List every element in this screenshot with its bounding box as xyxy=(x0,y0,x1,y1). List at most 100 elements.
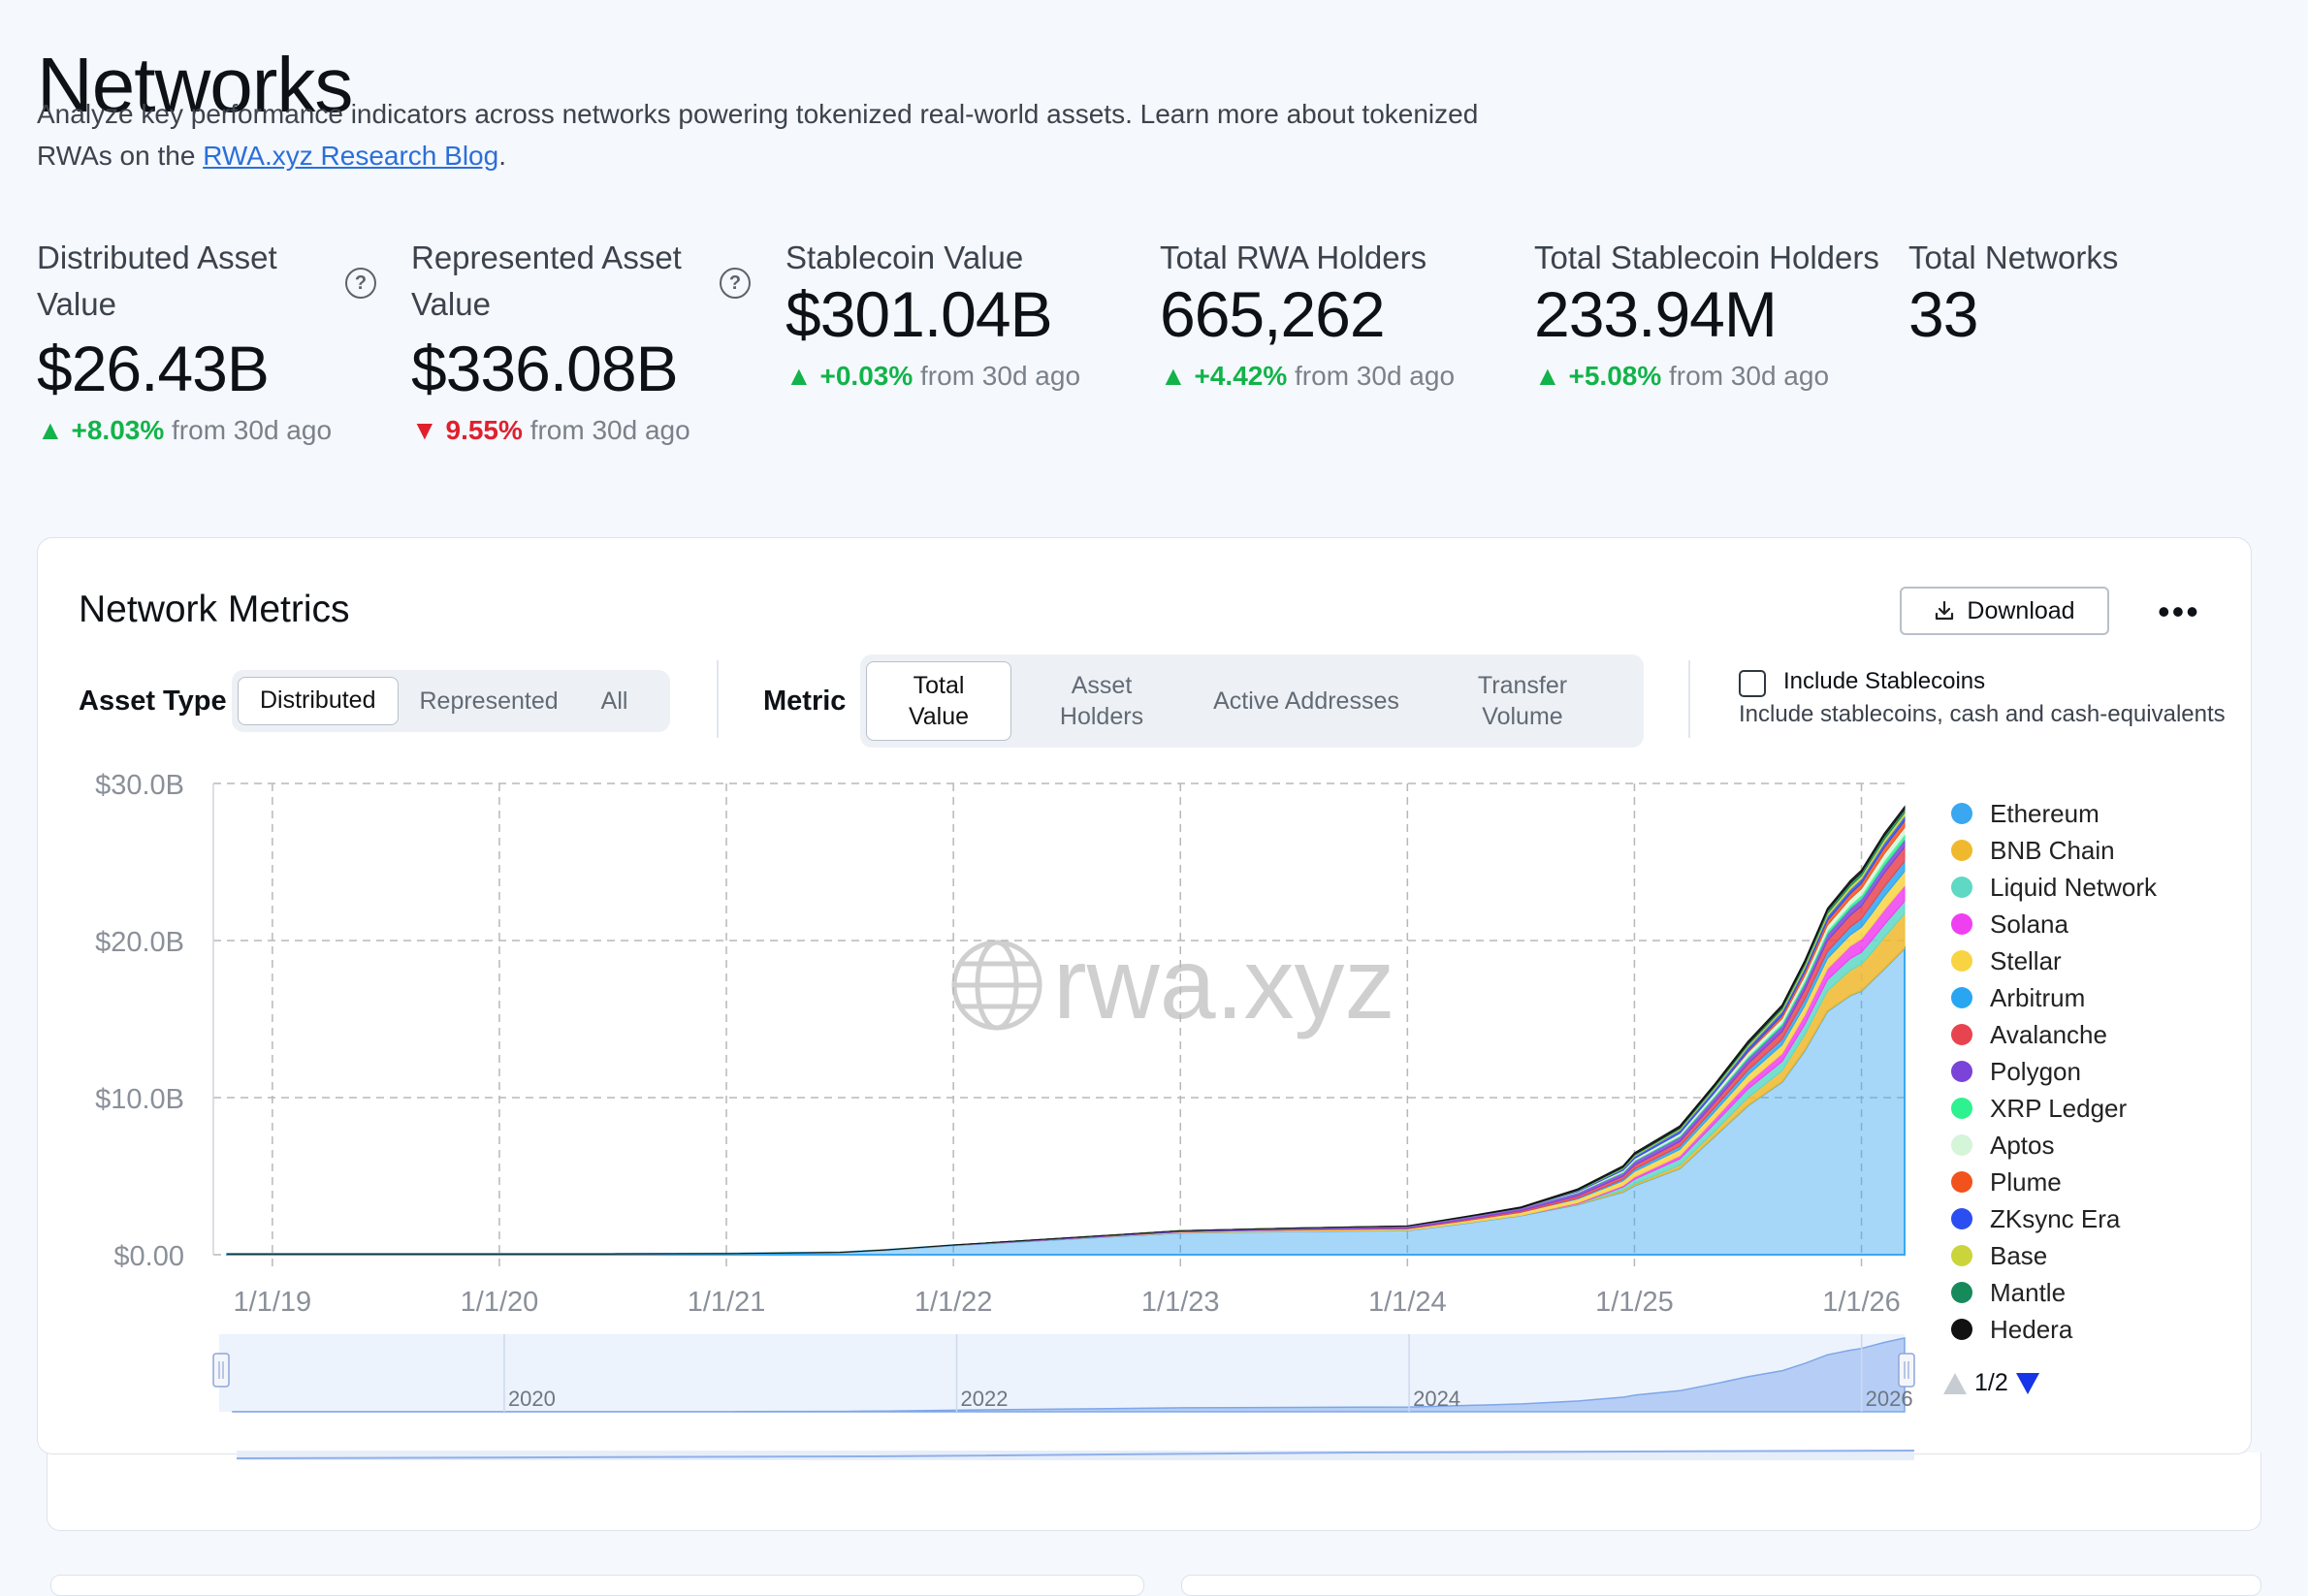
legend-label: Stellar xyxy=(1990,945,2062,975)
legend-label: Plume xyxy=(1990,1166,2062,1197)
change-suffix: from 30d ago xyxy=(1669,361,1830,391)
asset-type-distributed[interactable]: Distributed xyxy=(238,677,399,725)
stat-value: $336.08B xyxy=(411,333,679,404)
metric-active-addresses[interactable]: Active Addresses xyxy=(1213,687,1399,715)
legend-item[interactable]: ZKsync Era xyxy=(1951,1200,2157,1237)
x-tick-label: 1/1/26 xyxy=(1822,1287,1901,1318)
metric-asset-holders[interactable]: Asset Holders xyxy=(1059,672,1144,730)
globe-icon xyxy=(951,940,1042,1031)
x-tick-label: 1/1/22 xyxy=(914,1287,993,1318)
legend-item[interactable]: Solana xyxy=(1951,906,2157,942)
up-arrow-icon: ▲ xyxy=(1160,361,1195,391)
legend-item[interactable]: Avalanche xyxy=(1951,1016,2157,1053)
x-tick-label: 1/1/21 xyxy=(688,1287,766,1318)
stat-label: Total Networks xyxy=(1908,239,2119,275)
change-value: +5.08% xyxy=(1568,361,1662,391)
watermark: rwa.xyz xyxy=(951,928,1394,1040)
stat-change: ▲ +8.03% from 30d ago xyxy=(37,415,332,446)
y-tick-label: $10.0B xyxy=(95,1084,184,1115)
download-button[interactable]: Download xyxy=(1900,587,2109,635)
legend-dot-icon xyxy=(1951,877,1972,898)
series-area-hedera[interactable] xyxy=(227,805,1906,1255)
metric-total-value[interactable]: Total Value xyxy=(866,661,1011,741)
legend-dot-icon xyxy=(1951,987,1972,1008)
y-tick-label: $30.0B xyxy=(95,770,184,801)
legend-dot-icon xyxy=(1951,1024,1972,1045)
divider xyxy=(717,660,719,738)
up-arrow-icon: ▲ xyxy=(785,361,820,391)
stat-value: 33 xyxy=(1908,278,1978,350)
stat-label: Represented Asset Value xyxy=(411,239,682,322)
x-tick-label: 1/1/23 xyxy=(1141,1287,1220,1318)
navigator-label: 2022 xyxy=(961,1387,1009,1411)
y-tick-label: $20.0B xyxy=(95,927,184,958)
include-stablecoins-checkbox[interactable] xyxy=(1739,670,1766,697)
legend-item[interactable]: Ethereum xyxy=(1951,795,2157,832)
legend-item[interactable]: Aptos xyxy=(1951,1127,2157,1164)
research-blog-link[interactable]: RWA.xyz Research Blog xyxy=(203,141,499,171)
stat-total-networks: Total Networks 33 xyxy=(1908,235,2199,353)
page-subtitle: Analyze key performance indicators acros… xyxy=(37,93,1550,176)
legend-item[interactable]: Polygon xyxy=(1951,1053,2157,1090)
stat-stablecoin-value: Stablecoin Value $301.04B ▲ +0.03% from … xyxy=(785,235,1080,392)
navigator-handle[interactable] xyxy=(212,1353,230,1388)
stat-change: ▲ +0.03% from 30d ago xyxy=(785,361,1080,392)
stat-label: Total RWA Holders xyxy=(1160,239,1427,275)
legend-item[interactable]: Arbitrum xyxy=(1951,979,2157,1016)
navigator-scroll-series xyxy=(236,1450,1915,1459)
metric-selector: Total Value Asset Holders Active Address… xyxy=(860,654,1644,748)
x-tick-label: 1/1/20 xyxy=(461,1287,539,1318)
legend-item[interactable]: BNB Chain xyxy=(1951,832,2157,869)
legend-label: Polygon xyxy=(1990,1056,2081,1086)
stat-label: Stablecoin Value xyxy=(785,239,1024,275)
change-suffix: from 30d ago xyxy=(172,415,333,445)
legend-prev-icon[interactable] xyxy=(1943,1372,1967,1394)
change-value: 9.55% xyxy=(445,415,523,445)
help-icon[interactable]: ? xyxy=(720,268,751,299)
chart-legend: Ethereum BNB Chain Liquid Network Solana Ste… xyxy=(1951,795,2157,1348)
legend-next-icon[interactable] xyxy=(2015,1372,2039,1394)
y-tick-label: $0.00 xyxy=(113,1241,184,1272)
legend-dot-icon xyxy=(1951,1319,1972,1340)
asset-type-represented[interactable]: Represented xyxy=(419,687,559,715)
stat-change: ▲ +5.08% from 30d ago xyxy=(1534,361,1883,392)
legend-label: Base xyxy=(1990,1240,2048,1270)
legend-item[interactable]: Hedera xyxy=(1951,1311,2157,1348)
legend-label: Hedera xyxy=(1990,1314,2073,1344)
include-stablecoins-label[interactable]: Include Stablecoins xyxy=(1783,668,1986,694)
divider xyxy=(1688,660,1690,738)
change-value: +0.03% xyxy=(819,361,914,391)
stat-value: $26.43B xyxy=(37,333,270,404)
metric-transfer-volume[interactable]: Transfer Volume xyxy=(1477,672,1568,730)
legend-label: Aptos xyxy=(1990,1130,2055,1160)
help-icon[interactable]: ? xyxy=(345,268,376,299)
navigator-handle[interactable] xyxy=(1898,1353,1915,1388)
stat-label: Total Stablecoin Holders xyxy=(1534,239,1879,275)
legend-dot-icon xyxy=(1951,1171,1972,1193)
legend-label: ZKsync Era xyxy=(1990,1203,2121,1233)
asset-type-selector: Distributed Represented All xyxy=(232,670,670,732)
navigator-label: 2026 xyxy=(1866,1387,1913,1411)
change-suffix: from 30d ago xyxy=(529,415,690,445)
stat-change: ▼ 9.55% from 30d ago xyxy=(411,415,702,446)
change-value: +4.42% xyxy=(1194,361,1288,391)
up-arrow-icon: ▲ xyxy=(37,415,72,445)
asset-type-all[interactable]: All xyxy=(600,687,628,715)
legend-dot-icon xyxy=(1951,1208,1972,1229)
stat-value: 665,262 xyxy=(1160,278,1386,350)
legend-item[interactable]: Mantle xyxy=(1951,1274,2157,1311)
subtitle-text: Analyze key performance indicators acros… xyxy=(37,99,1479,171)
legend-dot-icon xyxy=(1951,803,1972,824)
legend-item[interactable]: Liquid Network xyxy=(1951,869,2157,906)
metric-label: Metric xyxy=(763,686,847,717)
legend-item[interactable]: Plume xyxy=(1951,1164,2157,1200)
x-tick-label: 1/1/24 xyxy=(1368,1287,1447,1318)
legend-dot-icon xyxy=(1951,1282,1972,1303)
legend-dot-icon xyxy=(1951,1134,1972,1156)
legend-item[interactable]: Stellar xyxy=(1951,942,2157,979)
legend-item[interactable]: XRP Ledger xyxy=(1951,1090,2157,1127)
legend-item[interactable]: Base xyxy=(1951,1237,2157,1274)
legend-label: XRP Ledger xyxy=(1990,1093,2128,1123)
stat-label: Distributed Asset Value xyxy=(37,239,277,322)
